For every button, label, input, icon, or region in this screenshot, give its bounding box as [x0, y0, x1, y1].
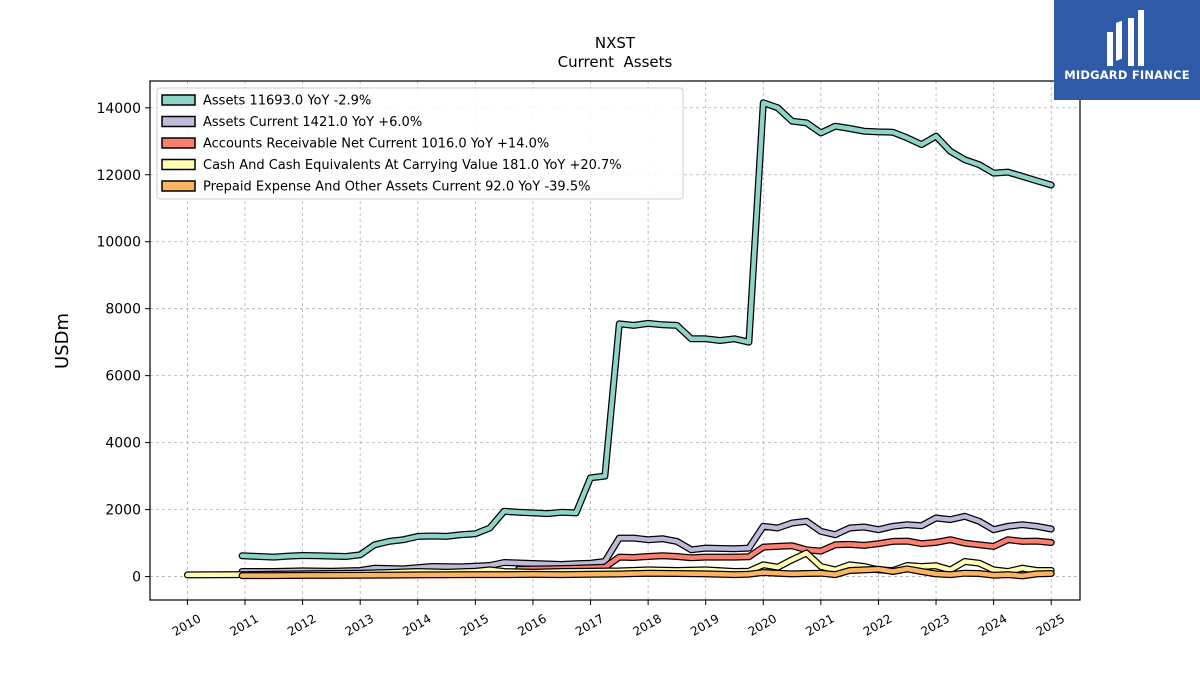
chart-subtitle: Current Assets — [558, 53, 673, 71]
series-layer — [183, 99, 1055, 580]
legend-label: Cash And Cash Equivalents At Carrying Va… — [203, 158, 622, 173]
chart-title: NXST — [595, 34, 636, 52]
x-tick-label: 2015 — [458, 611, 491, 638]
series-line-1 — [239, 514, 1054, 574]
y-tick-label: 6000 — [105, 369, 141, 385]
series-line-0 — [239, 100, 1054, 560]
y-tick-label: 14000 — [96, 101, 141, 117]
y-tick-label: 12000 — [96, 168, 141, 184]
logo-mark-icon — [1107, 10, 1144, 66]
legend-swatch — [161, 115, 196, 128]
x-tick-label: 2020 — [746, 611, 779, 638]
x-tick-label: 2023 — [918, 611, 951, 638]
x-tick-label: 2010 — [170, 611, 203, 638]
x-tick-label: 2019 — [688, 611, 721, 638]
x-tick-label: 2011 — [227, 611, 260, 638]
series-line-2 — [516, 537, 1054, 572]
x-tick-label: 2016 — [515, 611, 548, 638]
x-tick-label: 2014 — [400, 611, 433, 638]
legend-label: Prepaid Expense And Other Assets Current… — [203, 180, 590, 195]
legend-swatch — [161, 137, 196, 149]
series-line-4 — [239, 566, 1054, 579]
y-tick-label: 2000 — [105, 503, 141, 519]
legend-label: Assets Current 1421.0 YoY +6.0% — [203, 115, 422, 130]
brand-logo: MIDGARD FINANCE — [1054, 0, 1200, 100]
x-tick-label: 2022 — [861, 611, 894, 638]
plot-frame — [149, 80, 1081, 601]
x-tick-label: 2013 — [343, 611, 376, 638]
x-tick-label: 2024 — [976, 611, 1009, 638]
y-tick-label: 10000 — [96, 235, 141, 251]
legend-swatch — [161, 94, 196, 106]
y-axis-label: USDm — [52, 313, 73, 369]
x-tick-label: 2021 — [803, 611, 836, 638]
legend-swatch — [161, 158, 196, 171]
legend-label: Assets 11693.0 YoY -2.9% — [203, 94, 371, 109]
x-tick-label: 2025 — [1034, 611, 1067, 638]
y-tick-label: 0 — [132, 570, 141, 586]
x-tick-label: 2018 — [631, 611, 664, 638]
x-tick-label: 2012 — [285, 611, 318, 638]
y-tick-label: 4000 — [105, 436, 141, 452]
legend-label: Accounts Receivable Net Current 1016.0 Y… — [203, 137, 549, 152]
legend: Assets 11693.0 YoY -2.9% Assets Current 1… — [156, 87, 684, 200]
y-tick-label: 8000 — [105, 302, 141, 318]
legend-swatch — [161, 180, 196, 192]
logo-text: MIDGARD FINANCE — [1064, 68, 1190, 82]
legend-box — [156, 87, 684, 200]
x-tick-label: 2017 — [573, 611, 606, 638]
